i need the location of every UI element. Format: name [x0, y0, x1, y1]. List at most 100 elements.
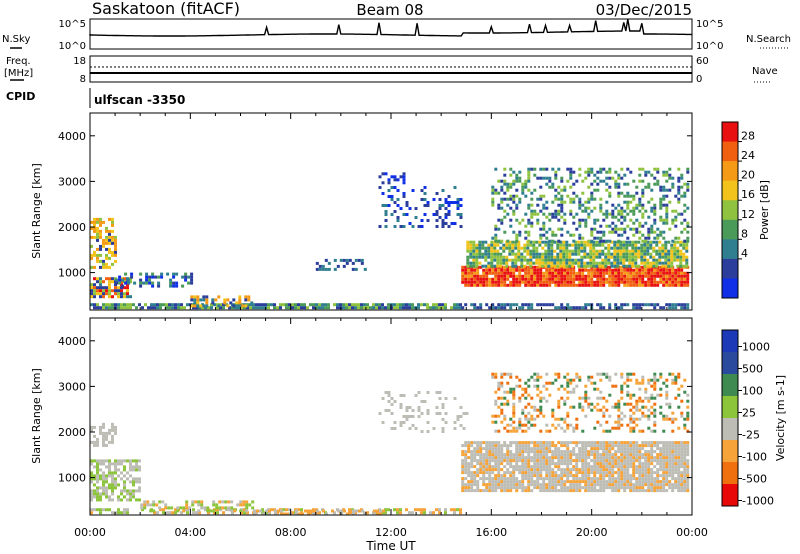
- scatter-cell: [554, 212, 558, 216]
- scatter-cell: [432, 303, 435, 307]
- scatter-cell: [539, 277, 543, 281]
- scatter-cell: [111, 462, 114, 466]
- scatter-cell: [562, 249, 566, 253]
- scatter-cell: [420, 508, 423, 512]
- scatter-cell: [566, 489, 570, 493]
- scatter-cell: [515, 203, 519, 207]
- scatter-cell: [665, 283, 669, 287]
- scatter-cell: [596, 483, 600, 487]
- scatter-cell: [500, 420, 504, 424]
- scatter-cell: [518, 399, 522, 403]
- scatter-cell: [533, 474, 537, 478]
- scatter-cell: [589, 261, 593, 265]
- scatter-cell: [644, 274, 648, 278]
- scatter-cell: [473, 483, 477, 487]
- scatter-cell: [503, 277, 507, 281]
- scatter-cell: [599, 471, 603, 475]
- scatter-cell: [554, 268, 558, 272]
- scatter-cell: [554, 274, 558, 278]
- scatter-cell: [512, 459, 516, 463]
- scatter-cell: [680, 471, 684, 475]
- scatter-cell: [623, 218, 627, 222]
- scatter-cell: [111, 471, 114, 475]
- scatter-cell: [635, 306, 639, 310]
- scatter-cell: [604, 261, 608, 265]
- scatter-cell: [655, 264, 659, 268]
- scatter-cell: [545, 230, 549, 234]
- scatter-cell: [613, 246, 617, 250]
- scatter-cell: [441, 189, 445, 192]
- scatter-cell: [526, 246, 530, 250]
- scatter-cell: [360, 306, 363, 310]
- scatter-cell: [608, 441, 612, 445]
- scatter-cell: [566, 423, 570, 427]
- scatter-cell: [661, 249, 665, 253]
- scatter-cell: [550, 252, 554, 256]
- scatter-cell: [629, 450, 633, 454]
- scatter-cell: [518, 417, 522, 421]
- scatter-cell: [655, 243, 659, 247]
- scatter-cell: [245, 509, 249, 513]
- scatter-cell: [475, 252, 479, 256]
- scatter-cell: [126, 283, 129, 287]
- scatter-cell: [118, 275, 122, 279]
- scatter-cell: [466, 240, 470, 244]
- scatter-cell: [129, 462, 132, 466]
- scatter-cell: [535, 246, 539, 250]
- scatter-cell: [578, 486, 582, 490]
- scatter-cell: [453, 201, 457, 204]
- scatter-cell: [500, 402, 504, 406]
- scatter-cell: [608, 167, 612, 171]
- scatter-cell: [497, 477, 501, 481]
- scatter-cell: [677, 477, 681, 481]
- scatter-cell: [665, 462, 669, 466]
- scatter-cell: [611, 477, 615, 481]
- scatter-cell: [551, 200, 555, 204]
- scatter-cell: [485, 274, 489, 278]
- scatter-cell: [602, 230, 606, 234]
- scatter-cell: [535, 261, 539, 265]
- scatter-cell: [453, 397, 457, 400]
- scatter-cell: [628, 243, 632, 247]
- scatter-cell: [599, 170, 603, 174]
- scatter-cell: [596, 453, 600, 457]
- scatter-cell: [650, 429, 654, 433]
- scatter-cell: [145, 281, 149, 285]
- scatter-cell: [355, 509, 358, 513]
- scatter-cell: [650, 277, 654, 281]
- scatter-cell: [685, 243, 689, 247]
- scatter-cell: [494, 271, 498, 275]
- scatter-cell: [587, 486, 591, 490]
- scatter-cell: [337, 509, 340, 513]
- scatter-cell: [620, 450, 624, 454]
- scatter-cell: [554, 444, 558, 448]
- scatter-cell: [649, 243, 653, 247]
- scatter-cell: [541, 258, 545, 262]
- scatter-cell: [535, 249, 539, 253]
- scatter-cell: [632, 283, 636, 287]
- scatter-cell: [635, 303, 639, 307]
- scatter-cell: [459, 306, 462, 310]
- scatter-cell: [602, 179, 606, 183]
- scatter-cell: [199, 304, 203, 308]
- scatter-cell: [539, 471, 543, 475]
- scatter-cell: [494, 441, 498, 445]
- scatter-cell: [399, 303, 402, 307]
- scatter-cell: [602, 405, 606, 409]
- scatter-cell: [650, 384, 654, 388]
- scatter-cell: [193, 298, 197, 302]
- scatter-cell: [132, 468, 135, 472]
- scatter-cell: [616, 252, 620, 256]
- scatter-cell: [473, 274, 477, 278]
- scatter-cell: [102, 286, 105, 290]
- scatter-cell: [515, 283, 519, 287]
- scatter-cell: [174, 511, 177, 515]
- scatter-cell: [405, 415, 409, 418]
- scatter-cell: [575, 474, 579, 478]
- scatter-cell: [653, 444, 657, 448]
- scatter-cell: [644, 283, 648, 287]
- scatter-cell: [578, 405, 582, 409]
- scatter-cell: [650, 441, 654, 445]
- beam-title: Beam 08: [356, 1, 423, 19]
- scatter-cell: [491, 483, 495, 487]
